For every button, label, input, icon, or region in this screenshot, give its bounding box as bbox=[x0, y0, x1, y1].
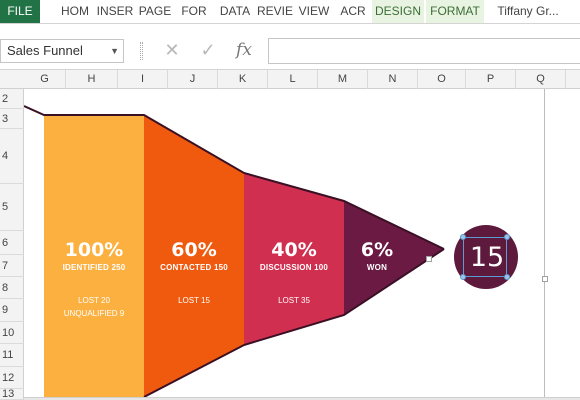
funnel-stage-discussion bbox=[244, 173, 344, 345]
tab-revie[interactable]: REVIE bbox=[256, 4, 293, 18]
row-header-9[interactable]: 9 bbox=[0, 299, 24, 322]
result-value[interactable]: 15 bbox=[469, 242, 505, 273]
stage-contacted-label: CONTACTED 150 bbox=[160, 263, 228, 272]
tab-view[interactable]: VIEW bbox=[298, 4, 330, 18]
funnel-stage-identified bbox=[44, 115, 144, 397]
chart-resize-handle[interactable] bbox=[426, 256, 432, 262]
stage-discussion-pct: 40% bbox=[271, 239, 317, 261]
row-header-4[interactable]: 4 bbox=[0, 129, 24, 184]
row-header-8[interactable]: 8 bbox=[0, 277, 24, 299]
x-icon[interactable]: ✕ bbox=[164, 40, 180, 60]
column-header-h[interactable]: H bbox=[66, 70, 118, 89]
tab-hom[interactable]: HOM bbox=[61, 4, 89, 18]
selection-handle[interactable] bbox=[460, 234, 466, 240]
sales-funnel-chart[interactable]: 100% IDENTIFIED 250 LOST 20 UNQUALIFIED … bbox=[24, 89, 548, 400]
row-header-7[interactable]: 7 bbox=[0, 255, 24, 277]
column-header-m[interactable]: M bbox=[318, 70, 368, 89]
selection-handle[interactable] bbox=[504, 274, 510, 280]
row-header-12[interactable]: 12 bbox=[0, 367, 24, 389]
row-header-13[interactable]: 13 bbox=[0, 389, 24, 400]
funnel-outline-bottom bbox=[143, 248, 445, 398]
funnel-svg bbox=[24, 105, 445, 398]
stage-identified-lost-1: LOST 20 bbox=[78, 296, 110, 305]
column-header-k[interactable]: K bbox=[218, 70, 268, 89]
stage-discussion-label: DISCUSSION 100 bbox=[259, 263, 329, 272]
row-header-5[interactable]: 5 bbox=[0, 184, 24, 231]
stage-discussion-lost: LOST 35 bbox=[278, 296, 310, 305]
stage-won-pct: 6% bbox=[360, 239, 394, 261]
chart-resize-handle[interactable] bbox=[542, 276, 548, 282]
stage-contacted-pct: 60% bbox=[171, 239, 217, 261]
column-header-i[interactable]: I bbox=[118, 70, 168, 89]
tab-data[interactable]: DATA bbox=[219, 4, 251, 18]
row-header-6[interactable]: 6 bbox=[0, 231, 24, 255]
sheet-scroll-edge bbox=[24, 397, 580, 400]
sheet-area[interactable]: 100% IDENTIFIED 250 LOST 20 UNQUALIFIED … bbox=[24, 89, 580, 400]
stage-identified-lost-2: UNQUALIFIED 9 bbox=[63, 309, 125, 318]
name-box[interactable]: Sales Funnel ▼ bbox=[0, 39, 124, 63]
stage-identified-pct: 100% bbox=[64, 239, 124, 261]
column-header-j[interactable]: J bbox=[168, 70, 218, 89]
ribbon-tabs: FILE HOM INSER PAGE FOR DATA REVIE VIEW ACR DESIG… bbox=[0, 0, 580, 24]
selection-handle[interactable] bbox=[504, 234, 510, 240]
stage-contacted-lost: LOST 15 bbox=[178, 296, 210, 305]
funnel-stage-won bbox=[344, 201, 444, 315]
row-header-3[interactable]: 3 bbox=[0, 109, 24, 129]
row-headers: 2 3 4 5 6 7 8 9 10 11 12 13 bbox=[0, 89, 24, 400]
tab-tiffany-gr[interactable]: Tiffany Gr... bbox=[497, 4, 559, 18]
row-header-2[interactable]: 2 bbox=[0, 89, 24, 109]
tab-inser[interactable]: INSER bbox=[96, 4, 134, 18]
tab-acr[interactable]: ACR bbox=[340, 4, 366, 18]
column-header-p[interactable]: P bbox=[466, 70, 516, 89]
fx-button[interactable]: fx bbox=[236, 40, 252, 60]
tab-format[interactable]: FORMAT bbox=[426, 0, 484, 23]
tab-file[interactable]: FILE bbox=[0, 0, 40, 23]
stage-identified-label: IDENTIFIED 250 bbox=[62, 263, 126, 272]
formula-bar: Sales Funnel ▼ ✕ ✓ fx bbox=[0, 24, 580, 70]
formula-input[interactable] bbox=[268, 38, 580, 64]
column-header-o[interactable]: O bbox=[418, 70, 466, 89]
row-header-10[interactable]: 10 bbox=[0, 322, 24, 344]
column-header-q[interactable]: Q bbox=[516, 70, 566, 89]
name-box-value: Sales Funnel bbox=[7, 43, 83, 58]
tab-for[interactable]: FOR bbox=[181, 4, 207, 18]
funnel-outline-top bbox=[24, 105, 445, 250]
chevron-down-icon[interactable]: ▼ bbox=[110, 46, 119, 56]
row-header-11[interactable]: 11 bbox=[0, 344, 24, 367]
tab-page[interactable]: PAGE bbox=[138, 4, 172, 18]
selection-handle[interactable] bbox=[460, 274, 466, 280]
column-header-g[interactable]: G bbox=[24, 70, 66, 89]
stage-won-label: WON bbox=[366, 263, 388, 272]
tab-design[interactable]: DESIGN bbox=[372, 0, 424, 23]
check-icon[interactable]: ✓ bbox=[200, 40, 216, 60]
column-header-n[interactable]: N bbox=[368, 70, 418, 89]
column-header-l[interactable]: L bbox=[268, 70, 318, 89]
funnel-stage-contacted bbox=[144, 115, 244, 397]
formula-bar-grip[interactable] bbox=[140, 42, 143, 60]
selection-box[interactable] bbox=[463, 237, 507, 277]
